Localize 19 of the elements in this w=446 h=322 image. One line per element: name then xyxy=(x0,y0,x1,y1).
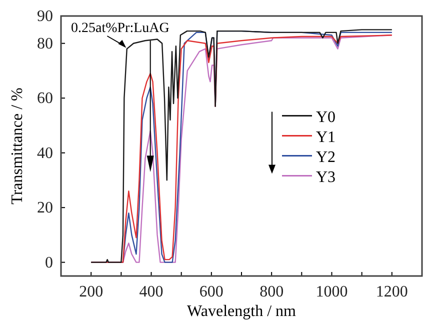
x-tick-label: 1000 xyxy=(316,284,348,301)
legend-label: Y3 xyxy=(316,168,336,186)
x-tick-label: 1200 xyxy=(376,284,408,301)
x-tick-label: 800 xyxy=(260,284,284,301)
y-tick-label: 0 xyxy=(45,254,53,272)
x-tick-label: 600 xyxy=(199,284,224,301)
y-tick-label: 80 xyxy=(37,35,53,52)
y-tick-label: 60 xyxy=(37,90,53,108)
annotation: 0.25at%Pr:LuAG xyxy=(71,21,170,36)
x-tick-label: 200 xyxy=(79,284,104,301)
legend-label: Y2 xyxy=(316,148,336,166)
y-axis-title: Transmittance / % xyxy=(9,88,26,204)
x-axis-title: Wavelength / nm xyxy=(187,303,297,320)
legend-label: Y1 xyxy=(316,128,336,146)
y-tick-label: 20 xyxy=(37,200,53,217)
legend-label: Y0 xyxy=(316,108,336,126)
x-tick-label: 400 xyxy=(139,284,164,301)
y-tick-label: 40 xyxy=(37,144,53,162)
y-tick-label: 90 xyxy=(37,8,53,26)
